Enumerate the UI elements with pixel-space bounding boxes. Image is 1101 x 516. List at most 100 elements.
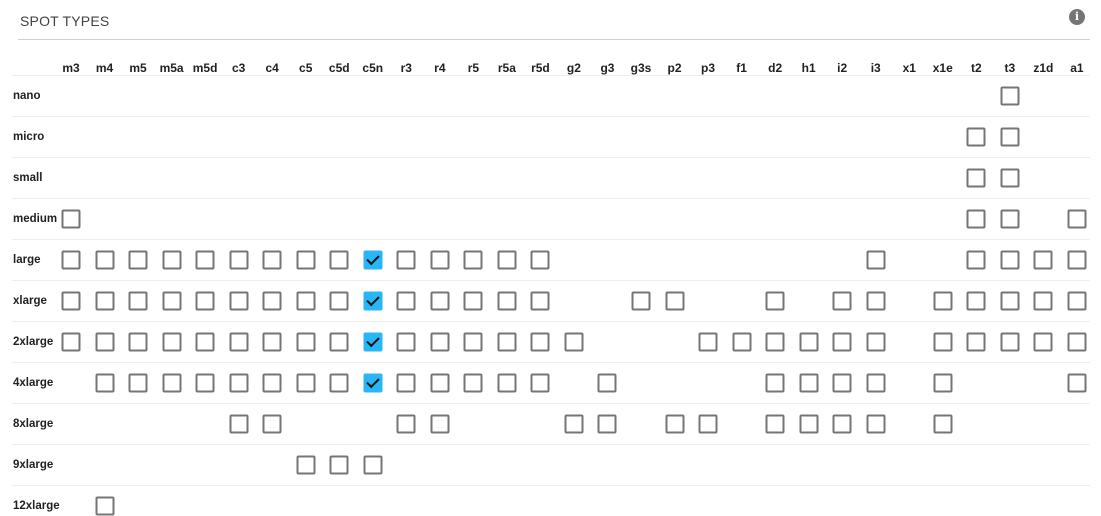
checkbox-c5n-9xlarge[interactable]: [363, 455, 383, 475]
checkbox-m5d-large[interactable]: [195, 250, 215, 270]
checkbox-p3-2xlarge[interactable]: [698, 332, 718, 352]
checkbox-p2-8xlarge[interactable]: [665, 414, 685, 434]
checkbox-m3-xlarge[interactable]: [61, 291, 81, 311]
checkbox-m3-medium[interactable]: [61, 209, 81, 229]
checkbox-d2-xlarge[interactable]: [765, 291, 785, 311]
checkbox-m4-xlarge[interactable]: [95, 291, 115, 311]
checkbox-g2-8xlarge[interactable]: [564, 414, 584, 434]
checkbox-m5a-large[interactable]: [162, 250, 182, 270]
checkbox-t3-2xlarge[interactable]: [1000, 332, 1020, 352]
checkbox-c5d-2xlarge[interactable]: [329, 332, 349, 352]
checkbox-r3-large[interactable]: [396, 250, 416, 270]
checkbox-c4-4xlarge[interactable]: [262, 373, 282, 393]
checkbox-c4-xlarge[interactable]: [262, 291, 282, 311]
checkbox-r5-2xlarge[interactable]: [463, 332, 483, 352]
checkbox-t3-nano[interactable]: [1000, 86, 1020, 106]
checkbox-i3-large[interactable]: [866, 250, 886, 270]
checkbox-a1-medium[interactable]: [1067, 209, 1087, 229]
checkbox-t2-micro[interactable]: [966, 127, 986, 147]
checkbox-r3-xlarge[interactable]: [396, 291, 416, 311]
checkbox-c5-2xlarge[interactable]: [296, 332, 316, 352]
checkbox-a1-xlarge[interactable]: [1067, 291, 1087, 311]
checkbox-c3-4xlarge[interactable]: [229, 373, 249, 393]
checkbox-c5-4xlarge[interactable]: [296, 373, 316, 393]
checkbox-r3-8xlarge[interactable]: [396, 414, 416, 434]
checkbox-r5-xlarge[interactable]: [463, 291, 483, 311]
checkbox-c5n-2xlarge[interactable]: [363, 332, 383, 352]
checkbox-h1-2xlarge[interactable]: [799, 332, 819, 352]
checkbox-z1d-xlarge[interactable]: [1033, 291, 1053, 311]
checkbox-c4-2xlarge[interactable]: [262, 332, 282, 352]
checkbox-i3-xlarge[interactable]: [866, 291, 886, 311]
checkbox-c5-9xlarge[interactable]: [296, 455, 316, 475]
checkbox-t3-xlarge[interactable]: [1000, 291, 1020, 311]
checkbox-d2-4xlarge[interactable]: [765, 373, 785, 393]
checkbox-g2-2xlarge[interactable]: [564, 332, 584, 352]
checkbox-m5a-4xlarge[interactable]: [162, 373, 182, 393]
checkbox-t2-small[interactable]: [966, 168, 986, 188]
checkbox-r5-large[interactable]: [463, 250, 483, 270]
checkbox-c5n-4xlarge[interactable]: [363, 373, 383, 393]
checkbox-t3-medium[interactable]: [1000, 209, 1020, 229]
checkbox-h1-8xlarge[interactable]: [799, 414, 819, 434]
checkbox-t3-micro[interactable]: [1000, 127, 1020, 147]
checkbox-f1-2xlarge[interactable]: [732, 332, 752, 352]
info-icon[interactable]: i: [1069, 9, 1085, 25]
checkbox-m5d-2xlarge[interactable]: [195, 332, 215, 352]
checkbox-d2-8xlarge[interactable]: [765, 414, 785, 434]
checkbox-r5d-4xlarge[interactable]: [530, 373, 550, 393]
checkbox-c3-xlarge[interactable]: [229, 291, 249, 311]
checkbox-m4-4xlarge[interactable]: [95, 373, 115, 393]
checkbox-r3-4xlarge[interactable]: [396, 373, 416, 393]
checkbox-m5-xlarge[interactable]: [128, 291, 148, 311]
checkbox-r5a-large[interactable]: [497, 250, 517, 270]
checkbox-a1-4xlarge[interactable]: [1067, 373, 1087, 393]
checkbox-c5n-xlarge[interactable]: [363, 291, 383, 311]
checkbox-c5-xlarge[interactable]: [296, 291, 316, 311]
checkbox-t3-large[interactable]: [1000, 250, 1020, 270]
checkbox-z1d-large[interactable]: [1033, 250, 1053, 270]
checkbox-i3-4xlarge[interactable]: [866, 373, 886, 393]
checkbox-i2-8xlarge[interactable]: [832, 414, 852, 434]
checkbox-r5a-xlarge[interactable]: [497, 291, 517, 311]
checkbox-m5d-4xlarge[interactable]: [195, 373, 215, 393]
checkbox-r5d-xlarge[interactable]: [530, 291, 550, 311]
checkbox-x1e-2xlarge[interactable]: [933, 332, 953, 352]
checkbox-r3-2xlarge[interactable]: [396, 332, 416, 352]
checkbox-m5d-xlarge[interactable]: [195, 291, 215, 311]
checkbox-a1-large[interactable]: [1067, 250, 1087, 270]
checkbox-c5d-4xlarge[interactable]: [329, 373, 349, 393]
checkbox-m5-4xlarge[interactable]: [128, 373, 148, 393]
checkbox-p2-xlarge[interactable]: [665, 291, 685, 311]
checkbox-m5-large[interactable]: [128, 250, 148, 270]
checkbox-d2-2xlarge[interactable]: [765, 332, 785, 352]
checkbox-m4-12xlarge[interactable]: [95, 496, 115, 516]
checkbox-c3-2xlarge[interactable]: [229, 332, 249, 352]
checkbox-a1-2xlarge[interactable]: [1067, 332, 1087, 352]
checkbox-m5a-2xlarge[interactable]: [162, 332, 182, 352]
checkbox-t2-2xlarge[interactable]: [966, 332, 986, 352]
checkbox-g3s-xlarge[interactable]: [631, 291, 651, 311]
checkbox-i3-2xlarge[interactable]: [866, 332, 886, 352]
checkbox-m3-2xlarge[interactable]: [61, 332, 81, 352]
checkbox-m5a-xlarge[interactable]: [162, 291, 182, 311]
checkbox-i2-2xlarge[interactable]: [832, 332, 852, 352]
checkbox-r4-2xlarge[interactable]: [430, 332, 450, 352]
checkbox-m4-large[interactable]: [95, 250, 115, 270]
checkbox-i2-xlarge[interactable]: [832, 291, 852, 311]
checkbox-m5-2xlarge[interactable]: [128, 332, 148, 352]
checkbox-c5-large[interactable]: [296, 250, 316, 270]
checkbox-c3-large[interactable]: [229, 250, 249, 270]
checkbox-i3-8xlarge[interactable]: [866, 414, 886, 434]
checkbox-c5d-xlarge[interactable]: [329, 291, 349, 311]
checkbox-x1e-4xlarge[interactable]: [933, 373, 953, 393]
checkbox-c3-8xlarge[interactable]: [229, 414, 249, 434]
checkbox-r5a-2xlarge[interactable]: [497, 332, 517, 352]
checkbox-r5d-large[interactable]: [530, 250, 550, 270]
checkbox-r5d-2xlarge[interactable]: [530, 332, 550, 352]
checkbox-r4-xlarge[interactable]: [430, 291, 450, 311]
checkbox-c5n-large[interactable]: [363, 250, 383, 270]
checkbox-t2-large[interactable]: [966, 250, 986, 270]
checkbox-r4-4xlarge[interactable]: [430, 373, 450, 393]
checkbox-r4-large[interactable]: [430, 250, 450, 270]
